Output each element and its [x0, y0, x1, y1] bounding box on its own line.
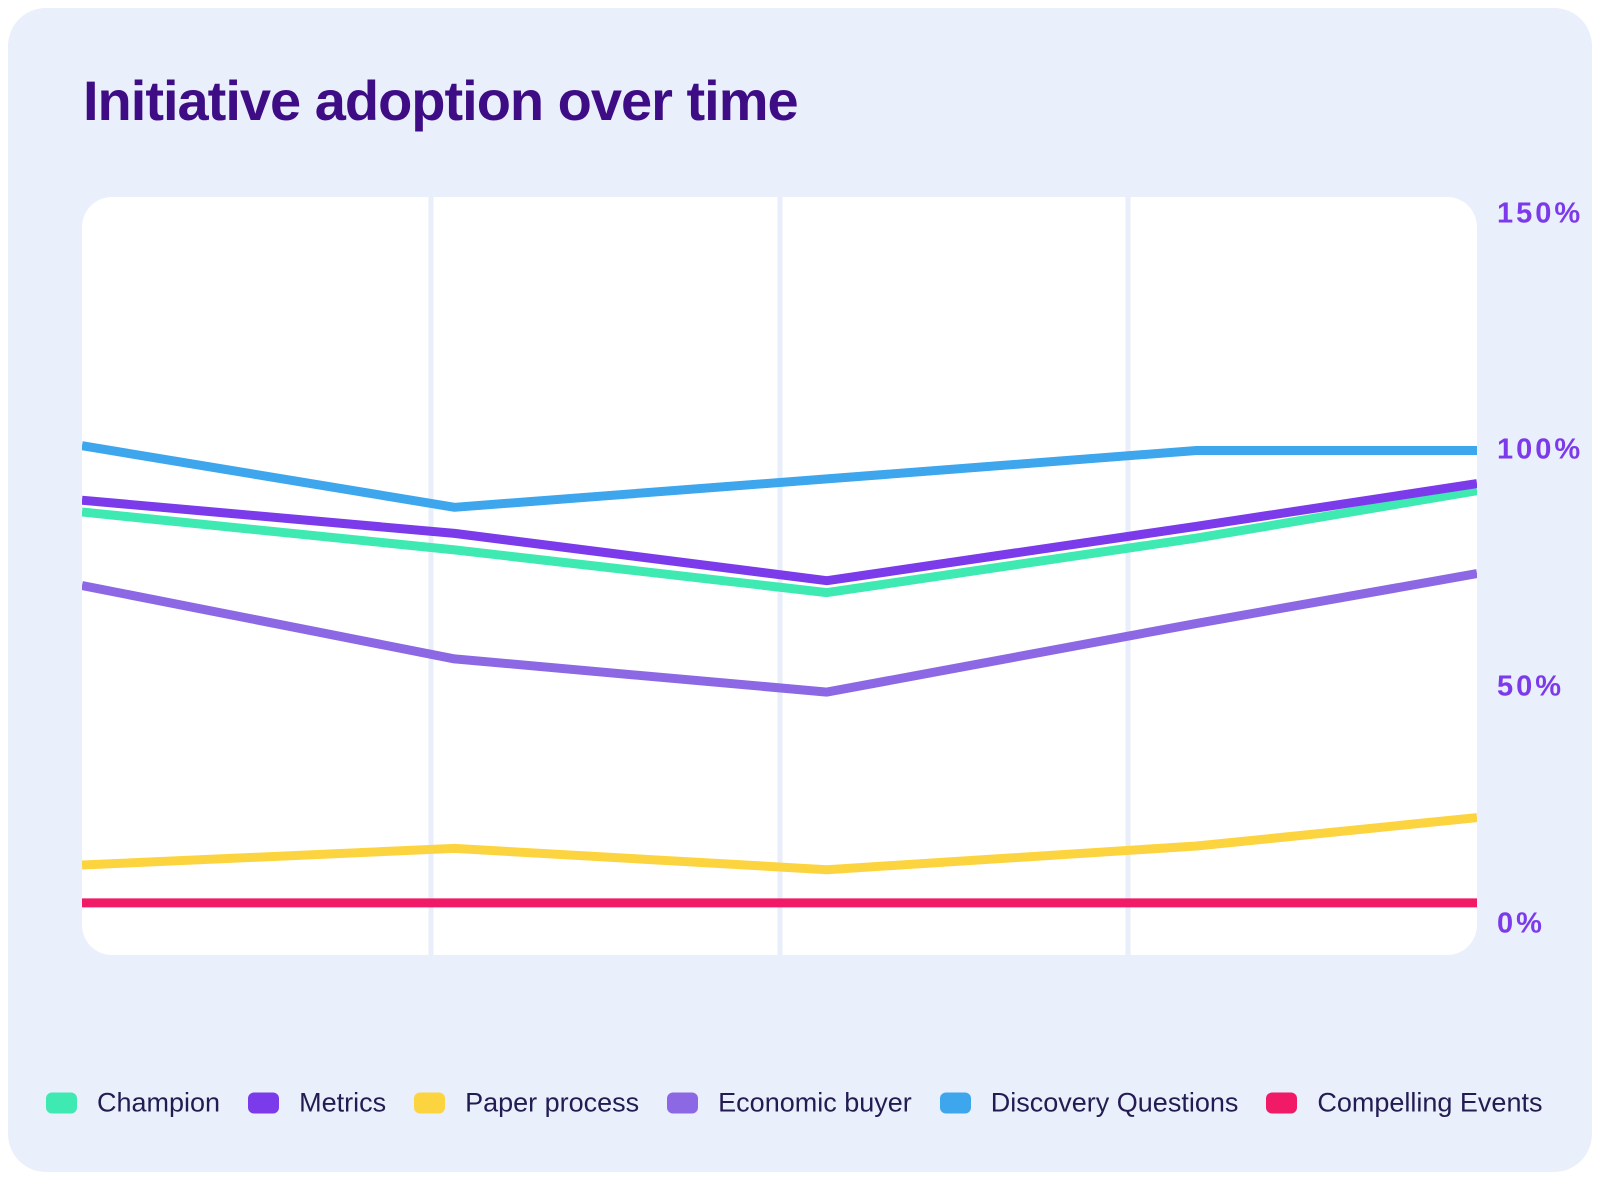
y-axis-tick-label: 50%	[1497, 670, 1565, 703]
line-series-economic-buyer	[82, 569, 1477, 697]
legend-item-compelling-events: Compelling Events	[1266, 1088, 1542, 1119]
legend-item-paper-process: Paper process	[414, 1088, 639, 1119]
line-series-metrics	[82, 479, 1477, 586]
legend-item-label: Discovery Questions	[990, 1087, 1239, 1118]
line-series-paper-process	[82, 813, 1477, 875]
legend: Champion Metrics Paper process Economic buy…	[46, 1088, 1542, 1119]
legend-item-champion: Champion	[46, 1088, 220, 1119]
legend-item-label: Paper process	[465, 1087, 640, 1118]
legend-swatch	[46, 1092, 77, 1114]
y-axis-tick-label: 0%	[1497, 907, 1545, 940]
legend-swatch	[1266, 1092, 1298, 1114]
legend-item-label: Champion	[97, 1087, 221, 1118]
legend-item-label: Metrics	[299, 1087, 387, 1118]
gridline	[1125, 197, 1131, 955]
legend-item-label: Compelling Events	[1317, 1087, 1543, 1118]
legend-swatch	[414, 1092, 446, 1114]
plot-area	[82, 197, 1477, 955]
y-axis-tick-label: 150%	[1497, 197, 1584, 230]
legend-swatch	[667, 1092, 699, 1114]
chart-card: Initiative adoption over time Champion Me…	[8, 8, 1592, 1172]
chart-title: Initiative adoption over time	[83, 69, 799, 132]
legend-swatch	[939, 1092, 971, 1114]
y-axis-tick-label: 100%	[1497, 433, 1584, 466]
legend-item-label: Economic buyer	[718, 1087, 912, 1118]
legend-item-metrics: Metrics	[248, 1088, 386, 1119]
legend-item-economic-buyer: Economic buyer	[667, 1088, 912, 1119]
legend-item-discovery-questions: Discovery Questions	[939, 1087, 1239, 1119]
line-series-discovery-questions	[82, 441, 1477, 512]
line-series-champion	[82, 486, 1477, 598]
chart-lines-svg	[82, 441, 1477, 908]
gridline	[428, 197, 434, 955]
legend-swatch	[248, 1092, 280, 1114]
